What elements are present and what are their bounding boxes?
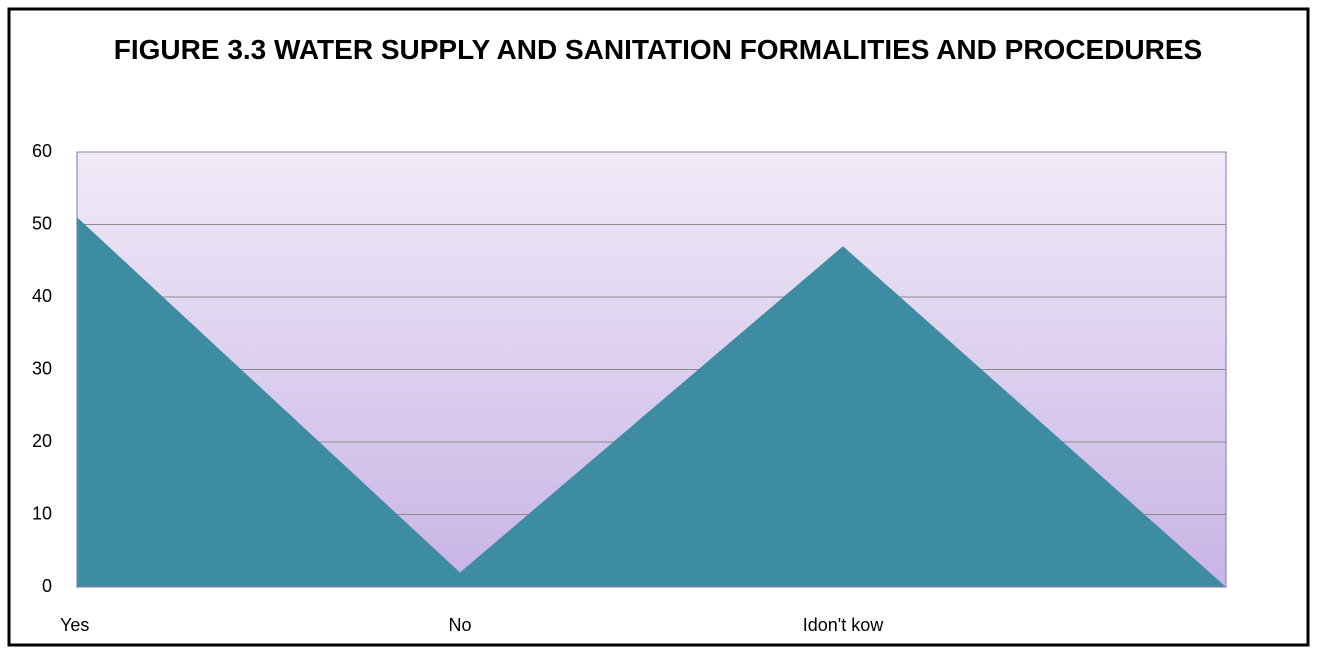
y-tick-label: 30: [32, 358, 52, 378]
y-tick-label: 0: [42, 576, 52, 596]
x-tick-label: Idon't kow: [803, 615, 884, 635]
x-tick-label: Yes: [60, 615, 89, 635]
y-tick-label: 50: [32, 213, 52, 233]
y-tick-label: 40: [32, 286, 52, 306]
y-tick-label: 20: [32, 431, 52, 451]
y-tick-label: 60: [32, 141, 52, 161]
chart-title: FIGURE 3.3 WATER SUPPLY AND SANITATION F…: [113, 34, 1203, 65]
y-tick-label: 10: [32, 503, 52, 523]
area: [77, 217, 1226, 587]
x-tick-label: No: [448, 615, 471, 635]
